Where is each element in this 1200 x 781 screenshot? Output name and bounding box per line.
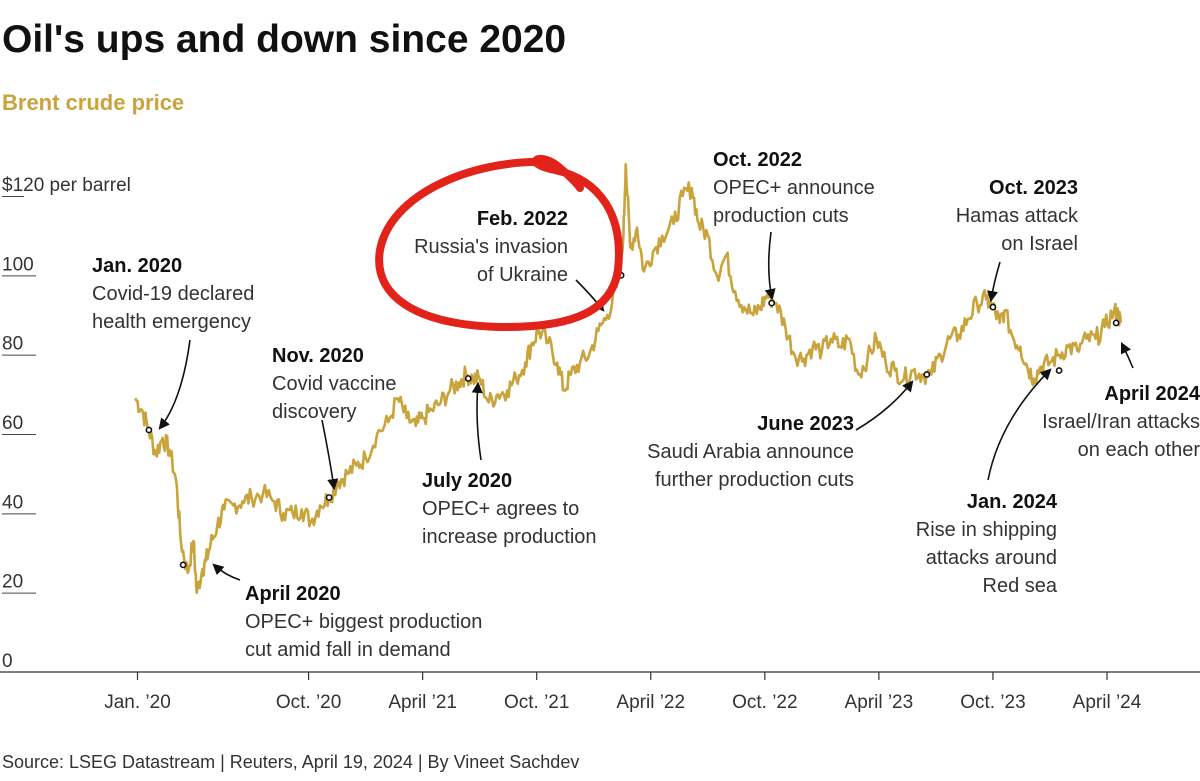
annotation-dot [325,494,333,501]
x-tick-label: April ’22 [616,692,685,713]
x-tick-label: April ’21 [388,692,457,713]
y-tick-label: 20 [2,572,23,593]
annotation-arrow [1120,341,1134,369]
annotation: Oct. 2023 Hamas attack on Israel [956,177,1079,311]
y-tick-label: $120 per barrel [2,175,131,196]
annotation-arrow [321,419,339,491]
y-tick-label: 40 [2,492,23,513]
annotation-arrow [987,368,1052,481]
annotation-dot [989,303,997,311]
annotation: April 2024 Israel/Iran attacks on each oth… [1042,319,1200,461]
annotation-text: production cuts [713,205,849,227]
highlight-group [375,154,623,332]
annotation-text: Covid vaccine [272,373,397,395]
annotation-text: on Israel [1001,233,1078,255]
x-axis: Jan. ’20 Oct. ’20 April ’21 Oct. ’21 April ’… [0,671,1200,713]
annotation-date: Oct. 2022 [713,149,802,171]
y-tick-label: 0 [2,651,13,672]
x-tick-label: Oct. ’23 [960,692,1025,713]
annotation-text: of Ukraine [477,264,568,286]
annotation-dot [464,375,472,382]
annotation-text: OPEC+ agrees to [422,498,579,520]
annotation-date: Feb. 2022 [477,208,568,230]
series-group [134,163,1122,594]
source-note: Source: LSEG Datastream | Reuters, April… [2,752,580,772]
x-tick-label: Jan. ’20 [104,692,171,713]
price-line [134,163,1122,594]
annotation-dot [179,561,187,569]
y-grid: 0 20 40 60 80 100 $120 per barrel [2,175,131,672]
annotation-text: on each other [1078,439,1200,461]
annotation-text: discovery [272,401,356,423]
annotation-text: Israel/Iran attacks [1042,411,1200,433]
annotation-dot [768,299,776,307]
annotation-arrow [855,380,914,431]
annotation-dot [145,426,153,434]
y-tick-label: 60 [2,413,23,434]
x-tick-label: Oct. ’20 [276,692,341,713]
annotation-date: Nov. 2020 [272,345,364,367]
annotation: Oct. 2022 OPEC+ announce production cuts [713,149,875,307]
annotation-text: attacks around [926,547,1057,569]
annotation-text: further production cuts [655,469,854,491]
annotation-dot [1055,367,1063,374]
annotation-text: Covid-19 declared [92,283,254,305]
annotation-text: increase production [422,526,597,548]
annotation-text: Saudi Arabia announce [647,441,854,463]
annotation-date: June 2023 [757,413,854,435]
annotation-text: OPEC+ announce [713,177,875,199]
annotation-arrow [986,261,1001,303]
y-tick-label: 100 [2,254,34,275]
annotation-text: cut amid fall in demand [245,639,451,661]
annotation: July 2020 OPEC+ agrees to increase product… [422,375,597,548]
annotation-date: Jan. 2024 [967,491,1058,513]
annotation-text: health emergency [92,311,251,333]
annotation-text: Red sea [983,575,1058,597]
y-tick-label: 80 [2,334,23,355]
annotation: Jan. 2020 Covid-19 declared health emergen… [92,255,254,434]
x-tick-label: Oct. ’21 [504,692,569,713]
annotation: Feb. 2022 Russia's invasion of Ukraine [414,208,625,312]
annotation-arrow [212,563,241,581]
highlight-circle [375,154,623,332]
annotation-date: July 2020 [422,470,512,492]
annotation-text: Rise in shipping [916,519,1057,541]
annotation-dot [1112,319,1120,327]
annotation-arrow [471,381,483,461]
annotation-date: April 2020 [245,583,341,605]
annotation-arrow [764,231,776,301]
x-tick-label: April ’23 [845,692,914,713]
annotation: Jan. 2024 Rise in shipping attacks around R… [916,367,1063,597]
annotation: April 2020 OPEC+ biggest production cut am… [179,561,482,661]
annotation: June 2023 Saudi Arabia announce further pr… [647,371,931,491]
annotation: Nov. 2020 Covid vaccine discovery [272,345,397,501]
chart-subtitle: Brent crude price [2,90,185,115]
annotations-group: Jan. 2020 Covid-19 declared health emergen… [92,149,1200,661]
annotation-text: Hamas attack [956,205,1079,227]
x-tick-label: April ’24 [1073,692,1142,713]
annotation-date: Oct. 2023 [989,177,1078,199]
x-tick-label: Oct. ’22 [732,692,797,713]
chart-title: Oil's ups and down since 2020 [2,18,567,61]
annotation-dot [923,371,931,378]
annotation-arrow [158,339,191,430]
annotation-date: Jan. 2020 [92,255,182,277]
annotation-text: OPEC+ biggest production [245,611,482,633]
annotation-date: April 2024 [1104,383,1200,405]
annotation-text: Russia's invasion [414,236,568,258]
